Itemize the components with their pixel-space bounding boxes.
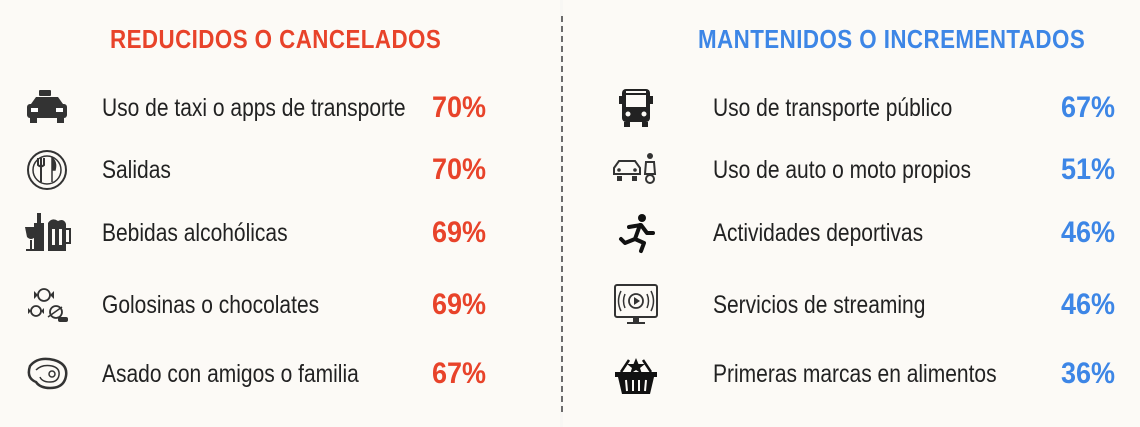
drinks-icon bbox=[22, 211, 72, 255]
reduced-row: Salidas 70% bbox=[22, 148, 542, 192]
maintained-row: Actividades deportivas 46% bbox=[611, 211, 1140, 255]
maintained-row: Servicios de streaming 46% bbox=[611, 283, 1140, 327]
reduced-value: 70% bbox=[432, 91, 487, 124]
reduced-row: Uso de taxi o apps de transporte 70% bbox=[22, 86, 542, 130]
maintained-panel: MANTENIDOS O INCREMENTADOS Uso de transp… bbox=[563, 0, 1140, 427]
reduced-label: Salidas bbox=[102, 156, 171, 184]
reduced-panel: REDUCIDOS O CANCELADOS Uso de taxi o app… bbox=[0, 0, 560, 427]
taxi-icon bbox=[22, 86, 72, 130]
maintained-row: Primeras marcas en alimentos 36% bbox=[611, 352, 1140, 396]
reduced-row: Bebidas alcohólicas 69% bbox=[22, 211, 542, 255]
candy-icon bbox=[22, 283, 72, 327]
maintained-label: Servicios de streaming bbox=[713, 291, 926, 319]
maintained-value: 46% bbox=[1061, 216, 1116, 249]
streaming-tv-icon bbox=[611, 283, 661, 327]
reduced-label: Asado con amigos o familia bbox=[102, 360, 359, 388]
maintained-value: 67% bbox=[1061, 91, 1116, 124]
maintained-title: MANTENIDOS O INCREMENTADOS bbox=[698, 24, 1086, 54]
maintained-value: 51% bbox=[1061, 153, 1116, 186]
reduced-row: Asado con amigos o familia 67% bbox=[22, 352, 542, 396]
reduced-label: Bebidas alcohólicas bbox=[102, 219, 288, 247]
maintained-label: Uso de transporte público bbox=[713, 94, 953, 122]
reduced-label: Uso de taxi o apps de transporte bbox=[102, 94, 406, 122]
restaurant-plate-icon bbox=[22, 148, 72, 192]
runner-icon bbox=[611, 211, 661, 255]
car-moto-icon bbox=[611, 148, 661, 192]
reduced-title: REDUCIDOS O CANCELADOS bbox=[110, 24, 442, 54]
reduced-value: 69% bbox=[432, 216, 487, 249]
basket-star-icon bbox=[611, 352, 661, 396]
maintained-value: 46% bbox=[1061, 288, 1116, 321]
maintained-row: Uso de auto o moto propios 51% bbox=[611, 148, 1140, 192]
maintained-row: Uso de transporte público 67% bbox=[611, 86, 1140, 130]
reduced-row: Golosinas o chocolates 69% bbox=[22, 283, 542, 327]
reduced-value: 70% bbox=[432, 153, 487, 186]
reduced-value: 67% bbox=[432, 357, 487, 390]
maintained-value: 36% bbox=[1061, 357, 1116, 390]
steak-icon bbox=[22, 352, 72, 396]
maintained-label: Uso de auto o moto propios bbox=[713, 156, 971, 184]
dashed-divider bbox=[561, 16, 563, 412]
reduced-value: 69% bbox=[432, 288, 487, 321]
maintained-label: Actividades deportivas bbox=[713, 219, 924, 247]
reduced-label: Golosinas o chocolates bbox=[102, 291, 320, 319]
maintained-label: Primeras marcas en alimentos bbox=[713, 360, 997, 388]
bus-icon bbox=[611, 86, 661, 130]
